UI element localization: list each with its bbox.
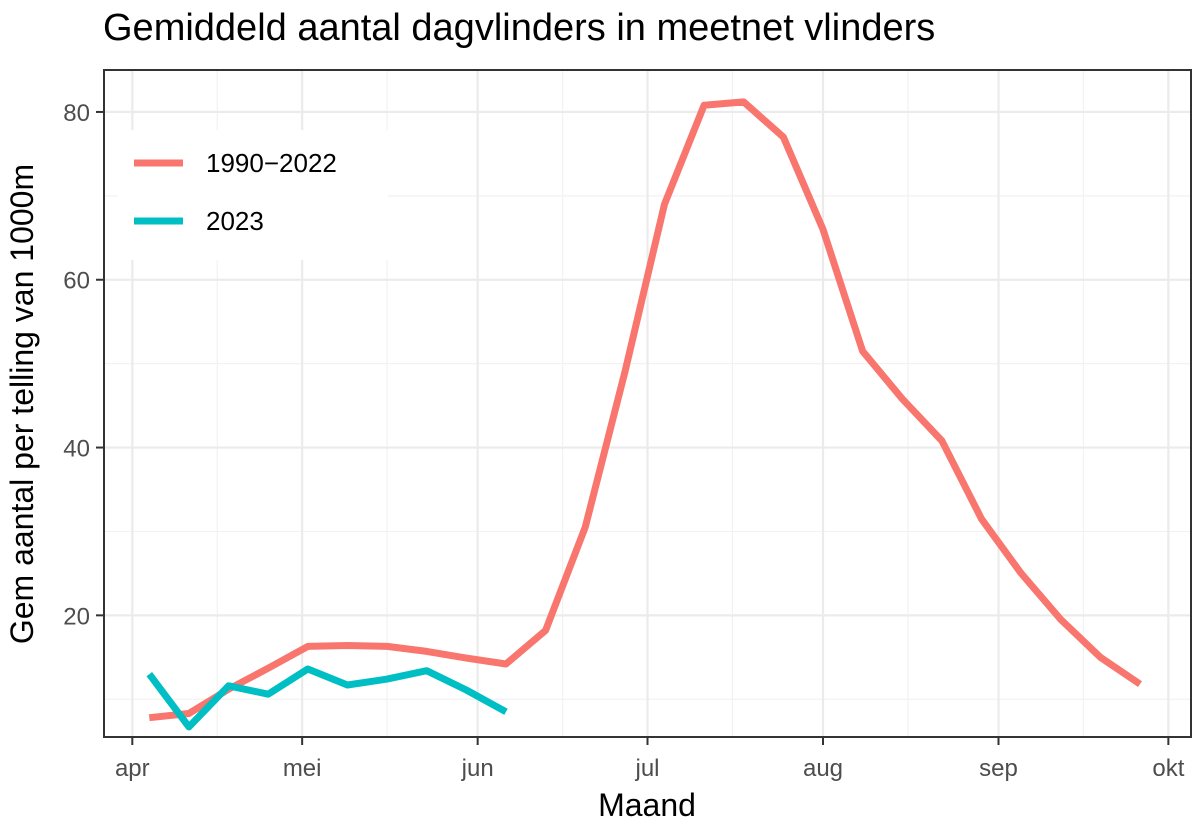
grid — [104, 70, 1191, 737]
y-axis: 20 40 60 80 — [63, 100, 104, 630]
chart-title: Gemiddeld aantal dagvlinders in meetnet … — [103, 7, 935, 49]
y-tick-label: 80 — [63, 100, 90, 127]
series-line-2023 — [146, 665, 508, 731]
x-tick-label: okt — [1152, 755, 1184, 782]
x-tick-label: jun — [461, 755, 494, 782]
x-axis: apr mei jun jul aug sep okt — [115, 737, 1185, 782]
series-line-1990-2022 — [148, 98, 1142, 722]
legend-background — [118, 130, 388, 260]
x-axis-title: Maand — [598, 787, 696, 822]
series-layer — [146, 98, 1142, 731]
x-tick-label: apr — [115, 755, 150, 782]
y-axis-title: Gem aantal per telling van 1000m — [4, 164, 40, 644]
y-tick-label: 40 — [63, 436, 90, 463]
x-tick-label: mei — [283, 755, 322, 782]
legend: 1990−2022 2023 — [118, 130, 388, 260]
x-tick-label: jul — [634, 755, 659, 782]
x-tick-label: sep — [979, 755, 1018, 782]
legend-label-2023: 2023 — [206, 206, 264, 236]
y-tick-label: 20 — [63, 603, 90, 630]
x-tick-label: aug — [803, 755, 843, 782]
y-tick-label: 60 — [63, 268, 90, 295]
legend-label-1990-2022: 1990−2022 — [206, 148, 337, 178]
